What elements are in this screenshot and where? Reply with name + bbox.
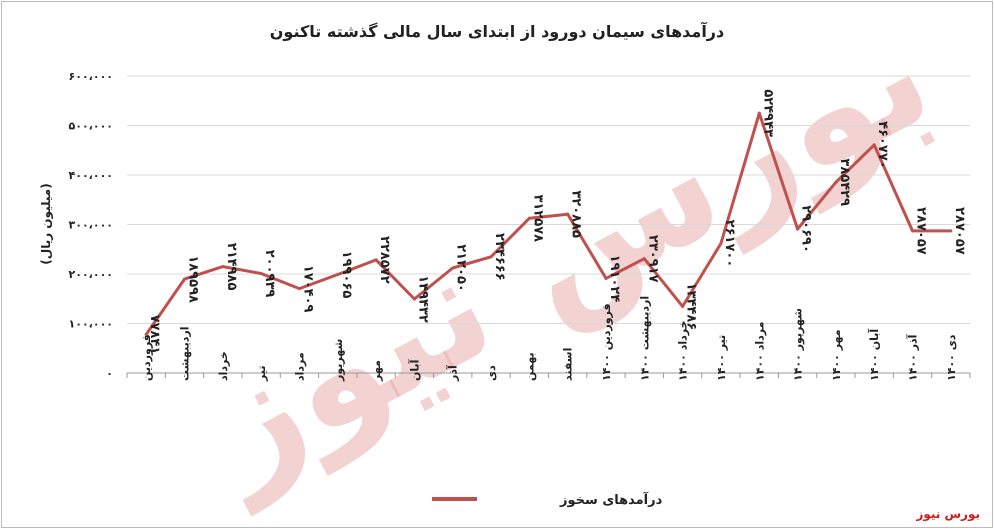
y-axis-label: (میلیون ریال) (39, 183, 54, 264)
data-point (681, 304, 685, 308)
data-label: ۲۸۷۰۵۷ (914, 207, 929, 255)
x-tick-label: تیر (255, 366, 268, 382)
data-label: ۵۲۴۹۴۳ (760, 89, 775, 137)
x-tick-label: اردیبهشت (178, 327, 191, 381)
x-tick-label: شهریور ۱۴۰۰ (792, 308, 805, 381)
x-tick-label: آذر ۱۴۰۰ (906, 334, 920, 381)
x-tick-label: دی (485, 365, 498, 381)
x-tick-label: مرداد (293, 352, 306, 381)
x-tick-label: مهر ۱۴۰۰ (830, 329, 843, 381)
x-tick-label: خرداد ۱۴۰۰ (677, 320, 690, 381)
data-point (412, 297, 416, 301)
data-label: ۲۱۲۰۵۰ (454, 244, 469, 292)
x-tick-label: اسفند (562, 348, 575, 381)
watermark: بورس نیوز (169, 2, 958, 517)
data-point (719, 241, 723, 245)
data-label: ۱۹۱۰۲۴ (607, 255, 622, 303)
data-point (949, 229, 953, 233)
data-label: ۳۸۵۴۲۹ (837, 158, 852, 206)
data-point (527, 216, 531, 220)
x-tick-label: فروردین ۱۴۰۰ (600, 303, 613, 381)
chart-title: درآمدهای سیمان دورود از ابتدای سال مالی … (269, 22, 725, 41)
x-tick-label: فروردین (140, 334, 153, 381)
y-tick-label: ۶۰۰،۰۰۰ (69, 70, 113, 83)
legend-label: درآمدهای سخوز (559, 491, 663, 508)
y-axis-label-group: (میلیون ریال) (39, 183, 54, 264)
x-tick-label: شهریور (332, 339, 345, 382)
x-tick-label: مهر (370, 360, 383, 382)
data-label: ۲۱۴۹۸۵ (224, 243, 239, 291)
y-tick-label: ۰ (106, 367, 113, 380)
x-tick-label: بهمن (523, 352, 536, 381)
data-point (911, 229, 915, 233)
y-tick-labels: ۰ ۱۰۰،۰۰۰ ۲۰۰،۰۰۰ ۳۰۰،۰۰۰ ۴۰۰،۰۰۰ ۵۰۰،۰۰۰ ۶۰۰،… (69, 70, 113, 380)
series-line (144, 111, 951, 336)
gridlines (127, 75, 970, 324)
data-labels: ۷۷۸۴۱ ۱۸۹۵۹۸ ۲۱۴۹۸۵ ۲۰۰۹۳۹ ۱۷۰۴۰۹ ۱۹۹۰۶۵ ۲۲۸۵۷… (147, 89, 967, 354)
watermark-text: بورس نیوز (169, 2, 958, 517)
data-label: ۲۳۴۶۶۶ (492, 233, 507, 281)
data-point (221, 265, 225, 269)
data-point (757, 111, 761, 115)
data-point (796, 227, 800, 231)
y-tick-label: ۲۰۰،۰۰۰ (69, 268, 113, 281)
data-label: ۳۱۲۵۷۸ (530, 194, 545, 242)
x-tick-label: آبان ۱۴۰۰ (867, 329, 881, 381)
x-axis (126, 372, 971, 378)
data-point (144, 332, 148, 336)
data-point (834, 180, 838, 184)
data-label: ۱۸۹۵۹۸ (185, 255, 200, 303)
x-tick-label: آذر (446, 365, 460, 382)
data-label: ۲۹۰۶۹۰ (799, 205, 814, 253)
series-group (144, 111, 953, 336)
data-point (259, 272, 263, 276)
x-tick-label: دی ۱۴۰۰ (945, 334, 958, 381)
data-label: ۲۲۸۵۷۲ (377, 236, 392, 284)
data-label: ۲۳۰۹۱۷ (645, 235, 660, 283)
data-label: ۱۴۹۴۳۲ (415, 275, 430, 323)
x-tick-label: خرداد (217, 351, 230, 381)
x-tick-label: آبان (407, 359, 421, 381)
data-point (297, 287, 301, 291)
data-point (872, 143, 876, 147)
data-point (336, 272, 340, 276)
data-point (489, 255, 493, 259)
data-point (182, 277, 186, 281)
data-label: ۱۷۰۴۰۹ (300, 265, 315, 313)
y-tick-label: ۱۰۰،۰۰۰ (69, 318, 113, 331)
data-point (642, 257, 646, 261)
x-tick-label: مرداد ۱۴۰۰ (753, 322, 766, 381)
data-point (566, 212, 570, 216)
data-point (604, 276, 608, 280)
data-label: ۲۶۱۷۰۰ (722, 220, 737, 268)
x-tick-labels: فروردین اردیبهشت خرداد تیر مرداد شهریور مهر آبا… (140, 296, 958, 382)
data-point (451, 266, 455, 270)
x-tick-label: اردیبهشت ۱۴۰۰ (638, 296, 651, 381)
data-label: ۳۲۰۸۸۵ (569, 190, 584, 238)
data-label: ۲۰۰۹۳۹ (262, 250, 277, 298)
data-label: ۲۸۷۰۵۷ (952, 207, 967, 255)
y-tick-label: ۵۰۰،۰۰۰ (69, 120, 113, 133)
data-point (374, 258, 378, 262)
legend: درآمدهای سخوز (432, 491, 663, 508)
data-label: ۱۹۹۰۶۵ (339, 251, 354, 299)
brand-label: بورس نیوز (916, 507, 980, 521)
y-tick-label: ۳۰۰،۰۰۰ (69, 219, 113, 232)
data-label: ۱۳۴۴۸۶ (684, 283, 699, 331)
y-tick-label: ۴۰۰،۰۰۰ (69, 169, 113, 182)
data-label: ۴۶۰۷۷۰ (875, 121, 890, 169)
data-label: ۷۷۸۴۱ (147, 315, 162, 355)
x-tick-label: تیر ۱۴۰۰ (715, 335, 728, 381)
